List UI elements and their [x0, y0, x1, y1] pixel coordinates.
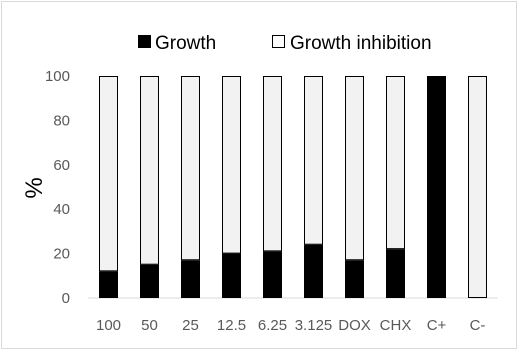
x-axis: 100 50 25 12.5 6.25 3.125 DOX CHX C+ C- [96, 317, 485, 334]
bar-growth [386, 249, 405, 299]
y-tick-label: 40 [53, 201, 70, 218]
bar-growth [140, 264, 159, 299]
bar-growth [181, 260, 200, 299]
y-tick-label: 0 [62, 290, 70, 307]
y-tick-label: 60 [53, 157, 70, 174]
x-tick-label: DOX [338, 317, 371, 334]
x-tick-label: 25 [182, 317, 199, 334]
x-tick-label: C+ [427, 317, 447, 334]
y-tick-label: 80 [53, 112, 70, 129]
y-tick-label: 20 [53, 246, 70, 263]
bar-growth-inhibition [345, 76, 364, 261]
bar-growth [345, 260, 364, 299]
bar-growth-inhibition [222, 76, 241, 254]
bar-growth-inhibition [386, 76, 405, 250]
bar-growth [99, 271, 118, 298]
x-tick-label: 12.5 [217, 317, 246, 334]
y-tick-label: 100 [45, 68, 70, 85]
x-tick-label: 100 [96, 317, 121, 334]
bar-growth-inhibition [181, 76, 200, 261]
legend-swatch-growth-inhibition [272, 35, 285, 48]
x-tick-label: C- [470, 317, 486, 334]
x-tick-label: 3.125 [295, 317, 333, 334]
bar-growth [427, 76, 446, 298]
legend-label-growth-inhibition: Growth inhibition [290, 33, 432, 54]
bar-growth-inhibition [263, 76, 282, 252]
bar-growth-inhibition [99, 76, 118, 272]
legend-swatch-growth [138, 35, 151, 48]
bar-growth [304, 244, 323, 298]
bar-growth [263, 251, 282, 299]
bars [99, 76, 487, 299]
legend-label-growth: Growth [155, 33, 216, 54]
y-axis-label: % [21, 177, 48, 198]
bar-growth-inhibition [304, 76, 323, 245]
bar-growth-inhibition [468, 76, 487, 298]
x-tick-label: 6.25 [258, 317, 287, 334]
bar-growth [222, 253, 241, 299]
x-tick-label: CHX [380, 317, 412, 334]
bar-growth-inhibition [140, 76, 159, 265]
legend: Growth Growth inhibition [138, 33, 432, 54]
y-axis: 0 20 40 60 80 100 [45, 68, 70, 307]
x-tick-label: 50 [141, 317, 158, 334]
